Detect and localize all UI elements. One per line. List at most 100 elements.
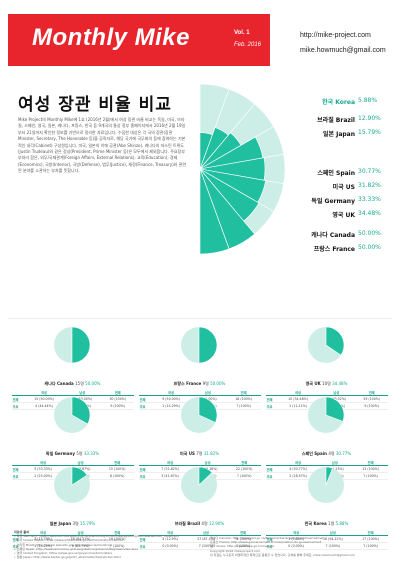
mini-pct: 31.82% <box>203 451 220 456</box>
table-cell: 8 (100%) <box>100 472 134 481</box>
table-cell: 전체 <box>12 465 26 474</box>
mini-count: 4명 <box>201 521 209 526</box>
country-pct: 50.00% <box>358 244 381 251</box>
table-header: 남성 <box>317 389 356 396</box>
table-cell: 주요 <box>12 402 25 411</box>
mini-pct: 12.90% <box>208 521 225 526</box>
table-cell: 주요 <box>139 402 153 411</box>
mini-table: 여성 남성 전체 전체 10 (34.48%) 19 (65.52%) 29 (100%) 주… <box>266 389 388 411</box>
table-header: 전체 <box>353 529 388 536</box>
mini-chart: 영국 UK 10명 34.48% 여성 남성 전체 전체 10 (34.48%) 19 (6… <box>264 325 389 417</box>
table-cell: 7 (100%) <box>187 542 226 551</box>
mini-pie-slice <box>325 326 345 356</box>
mini-caption: 일본 Japan 3명 15.79% <box>10 521 135 527</box>
source-item: • 미국 United States: https://www.whitehou… <box>14 538 123 543</box>
table-cell: 주요 <box>266 542 280 551</box>
mini-pie-slice <box>198 396 218 423</box>
table-cell: 7 (100%) <box>226 402 261 411</box>
mini-count: 1명 <box>328 521 336 526</box>
table-corner <box>12 459 26 466</box>
table-cell: 5 (33.33%) <box>25 465 61 474</box>
table-cell: 주요 <box>266 402 279 411</box>
table-cell: 15 (100%) <box>100 465 134 474</box>
source-item: • 스페인 Spain: http://www.lamoncloa.gob.es… <box>14 546 139 551</box>
table-header: 전체 <box>227 459 261 466</box>
table-cell: 16 (84.21%) <box>60 535 101 544</box>
mini-pie-slice <box>71 396 91 425</box>
table-corner <box>139 389 153 396</box>
table-row: 주요 0 (0.00%) 7 (100%) 7 (100%) <box>266 542 388 551</box>
mini-pct: 15.79% <box>79 521 96 526</box>
mini-count: 7명 <box>196 451 204 456</box>
mini-pct: 34.48% <box>332 381 348 386</box>
mini-table: 여성 남성 전체 전체 3 (15.79%) 16 (84.21%) 19 (100%) 주요… <box>12 529 134 551</box>
banner-volume: Vol. 1 <box>234 30 250 36</box>
table-cell: 전체 <box>139 395 153 404</box>
source-item: 한국 Korea: http://www.korea.go.kr/main.do <box>210 544 275 549</box>
mini-count: 5명 <box>76 451 84 456</box>
country-pct: 34.48% <box>358 210 381 217</box>
sources-heading: 자료의 출처 <box>14 530 29 534</box>
country-label: 일본 Japan <box>322 131 355 138</box>
table-cell: 27 (87.1%) <box>187 535 226 544</box>
country-pct: 5.88% <box>358 97 378 104</box>
site-link[interactable]: http://mike-project.com <box>300 32 371 39</box>
table-cell: 1 (14.29%) <box>152 402 190 411</box>
table-header: 전체 <box>225 529 261 536</box>
table-cell: 1 (5.88%) <box>279 535 313 544</box>
table-cell: 전체 <box>266 535 280 544</box>
mini-table: 여성 남성 전체 전체 4 (12.9%) 27 (87.1%) 31 (100%) 주요 0 … <box>139 529 261 551</box>
table-cell: 3 (41.67%) <box>152 472 188 481</box>
country-label: 독일 Germany <box>311 198 355 205</box>
source-item: • 독일 Germany: https://www.bundesregierun… <box>14 534 180 539</box>
table-header: 전체 <box>226 389 261 396</box>
table-row: 전체 4 (12.9%) 27 (87.1%) 31 (100%) <box>139 535 261 544</box>
table-cell: 주요 <box>12 472 26 481</box>
table-header: 남성 <box>187 529 226 536</box>
mini-count: 15명 <box>75 381 86 386</box>
mini-chart: 한국 Korea 1명 5.88% 여성 남성 전체 전체 1 (5.88%) 16 (94… <box>264 465 389 557</box>
table-row: 전체 1 (5.88%) 16 (94.12%) 17 (100%) <box>266 535 388 544</box>
mini-pie <box>308 326 345 363</box>
table-cell: 주요 <box>266 472 280 481</box>
mini-pie <box>181 396 218 433</box>
table-cell: 주요 <box>139 542 154 551</box>
source-item: • 영국 United Kingdom: https://www.gov.uk/… <box>14 551 113 556</box>
table-header: 여성 <box>152 389 190 396</box>
main-pie-chart <box>199 84 286 254</box>
mini-count: 10명 <box>322 381 333 386</box>
banner: Monthly Mike Vol. 1 Feb. 2016 <box>8 14 270 66</box>
mini-pie <box>308 466 344 503</box>
mini-pie <box>54 396 91 433</box>
table-cell: 9 (100%) <box>355 402 388 411</box>
table-cell: 7 (100%) <box>353 472 388 481</box>
table-header: 여성 <box>24 389 64 396</box>
table-cell: 29 (100%) <box>355 395 388 404</box>
mini-country: 독일 Germany <box>45 451 77 456</box>
table-cell: 4 (12.9%) <box>153 535 188 544</box>
table-cell: 전체 <box>266 465 280 474</box>
mini-pct: 5.88% <box>335 521 349 526</box>
table-cell: 1 (14.29%) <box>25 542 61 551</box>
mini-chart: 캐나다 Canada 15명 50.00% 여성 남성 전체 전체 15 (50.00%)… <box>10 325 135 417</box>
mini-country: 캐나다 Canada <box>44 381 76 386</box>
table-header: 남성 <box>63 389 102 396</box>
table-cell: 22 (100%) <box>227 465 261 474</box>
mini-pct: 30.77% <box>335 451 352 456</box>
country-label: 캐나다 Canada <box>311 232 355 239</box>
country-label: 영국 UK <box>332 212 355 219</box>
table-header: 전체 <box>101 389 134 396</box>
table-cell: 전체 <box>266 395 279 404</box>
mini-country: 브라질 Brazil <box>174 521 202 526</box>
table-cell: 주요 <box>139 472 153 481</box>
mini-pie-slice <box>198 326 218 364</box>
table-cell: 31 (100%) <box>225 535 261 544</box>
table-cell: 전체 <box>12 535 26 544</box>
table-cell: 7 (100%) <box>353 542 388 551</box>
table-corner <box>139 459 153 466</box>
table-header: 남성 <box>312 529 354 536</box>
source-item: • 일본 Japan: http://www.kantei.go.jp/jp/9… <box>14 555 121 560</box>
email-link[interactable]: mike.howmuch@gmail.com <box>300 47 386 54</box>
